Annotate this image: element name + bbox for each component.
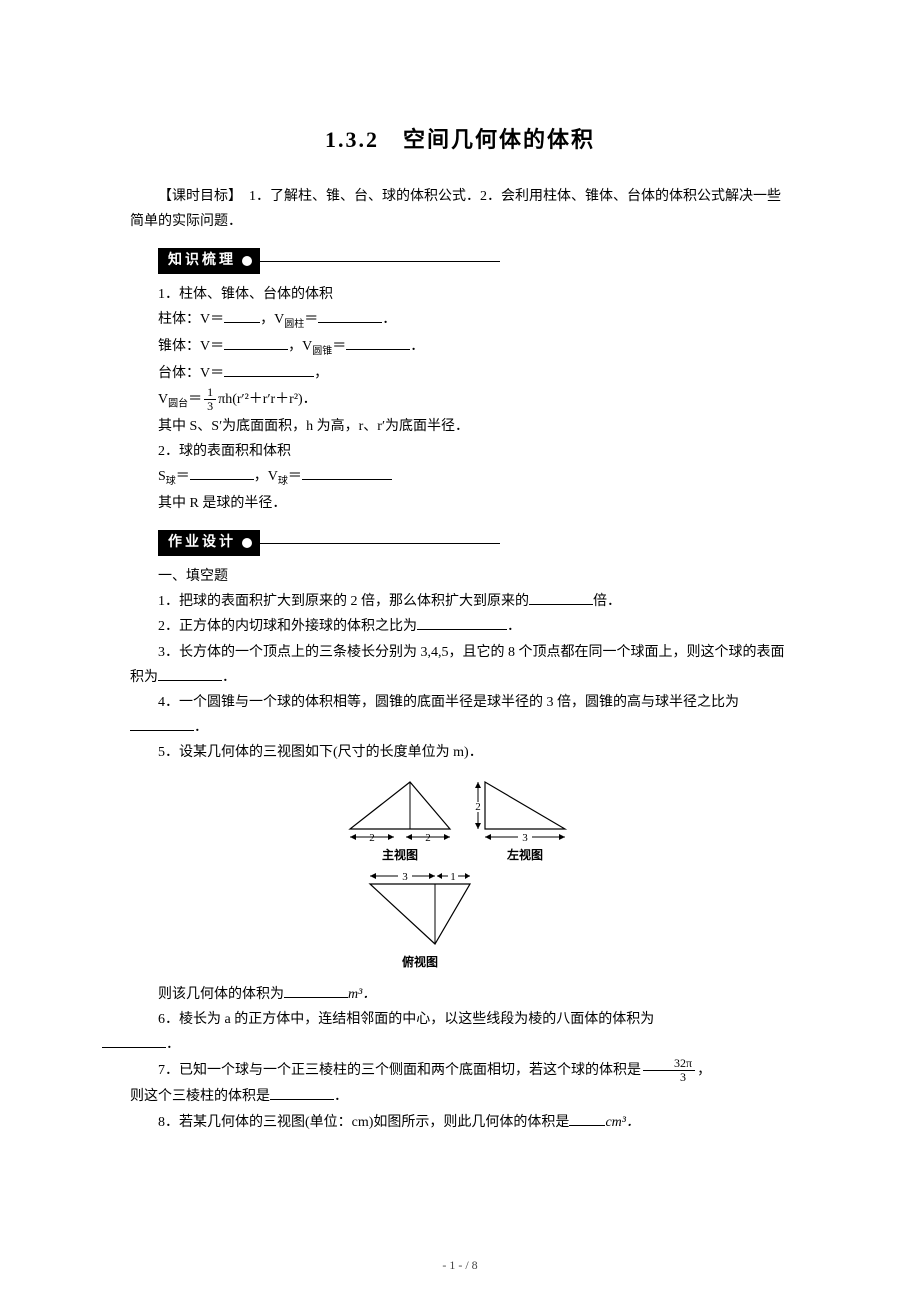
page-title: 1.3.2 空间几何体的体积 (130, 120, 790, 160)
blank (318, 309, 382, 323)
dim-2a: 2 (369, 832, 375, 844)
k-cone: 锥体：V＝，V圆锥＝． (130, 334, 790, 361)
top-view: 3 1 俯视图 (370, 871, 470, 969)
section-knowledge-label: 知识梳理 (168, 248, 236, 273)
dim-h2: 2 (475, 801, 481, 813)
blank (158, 667, 222, 681)
dim-t3: 3 (402, 871, 408, 883)
blank (190, 466, 254, 480)
q3: 3．长方体的一个顶点上的三条棱长分别为 3,4,5，且它的 8 个顶点都在同一个… (130, 640, 790, 690)
fraction: 13 (204, 386, 216, 413)
section-homework-label: 作业设计 (168, 530, 236, 555)
fraction: 32π3 (643, 1057, 695, 1084)
k-cylinder: 柱体：V＝，V圆柱＝． (130, 307, 790, 334)
section-knowledge: 知识梳理 (158, 248, 260, 274)
k-sphere-note: 其中 R 是球的半径． (130, 491, 790, 516)
blank (130, 717, 194, 731)
q5-answer: 则该几何体的体积为m³． (130, 982, 790, 1007)
k-heading-2: 2．球的表面积和体积 (130, 439, 790, 464)
blank (102, 1034, 166, 1048)
dim-2b: 2 (425, 832, 431, 844)
blank (224, 309, 260, 323)
three-views-figure: 2 2 主视图 2 3 左视图 (130, 774, 790, 974)
blank (346, 336, 410, 350)
blank (224, 363, 314, 377)
dim-t1: 1 (450, 871, 456, 883)
q5: 5．设某几何体的三视图如下(尺寸的长度单位为 m)． (130, 740, 790, 765)
k-note: 其中 S、S′为底面面积，h 为高，r、r′为底面半径． (130, 414, 790, 439)
q7: 7．已知一个球与一个正三棱柱的三个侧面和两个底面相切，若这个球的体积是32π3， (130, 1057, 790, 1084)
dot-icon (242, 256, 252, 266)
left-view-label: 左视图 (506, 847, 543, 862)
q6: 6．棱长为 a 的正方体中，连结相邻面的中心，以这些线段为棱的八面体的体积为． (130, 1007, 790, 1057)
k-sphere: S球＝，V球＝ (130, 464, 790, 491)
blank (569, 1112, 605, 1126)
main-view: 2 2 主视图 (350, 782, 450, 862)
main-view-label: 主视图 (382, 847, 418, 862)
section-homework: 作业设计 (158, 530, 260, 556)
hw-header: 一、填空题 (130, 564, 790, 589)
blank (529, 591, 593, 605)
q7-line2: 则这个三棱柱的体积是． (130, 1084, 790, 1109)
dim-3: 3 (522, 832, 528, 844)
q2: 2．正方体的内切球和外接球的体积之比为． (130, 614, 790, 639)
blank (284, 984, 348, 998)
blank (270, 1086, 334, 1100)
k-frustum: 台体：V＝， (130, 361, 790, 386)
k-cone-frustum-formula: V圆台＝13πh(r′²＋r′r＋r²)． (130, 386, 790, 414)
q4: 4．一个圆锥与一个球的体积相等，圆锥的底面半径是球半径的 3 倍，圆锥的高与球半… (130, 690, 790, 740)
q1: 1．把球的表面积扩大到原来的 2 倍，那么体积扩大到原来的倍． (130, 589, 790, 614)
left-view: 2 3 左视图 (475, 782, 565, 862)
blank (302, 466, 392, 480)
k-heading-1: 1．柱体、锥体、台体的体积 (130, 282, 790, 307)
blank (417, 616, 507, 630)
top-view-label: 俯视图 (402, 954, 438, 969)
dot-icon (242, 538, 252, 548)
blank (224, 336, 288, 350)
page-footer: - 1 - / 8 (130, 1255, 790, 1277)
q8: 8．若某几何体的三视图(单位：cm)如图所示，则此几何体的体积是cm³． (130, 1110, 790, 1135)
objective: 【课时目标】 1．了解柱、锥、台、球的体积公式．2．会利用柱体、锥体、台体的体积… (130, 184, 790, 234)
